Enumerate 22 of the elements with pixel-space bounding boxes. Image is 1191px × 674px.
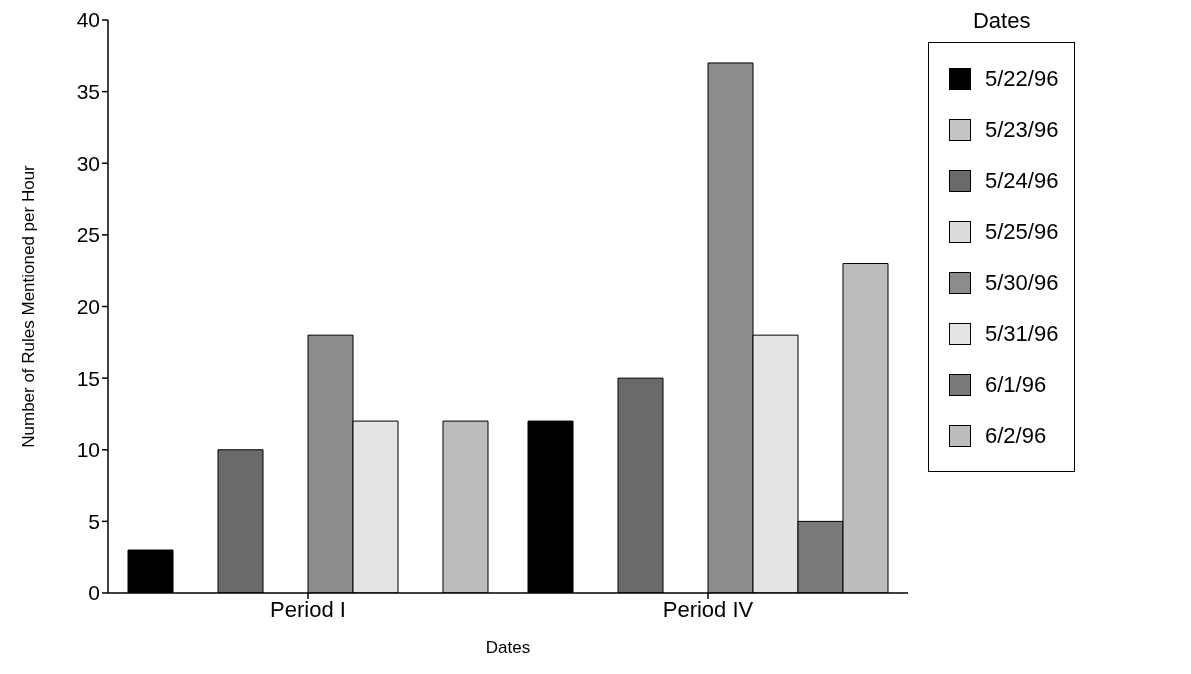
x-tick-label: Period I [270, 596, 346, 622]
legend-label: 5/30/96 [985, 269, 1059, 296]
legend-label: 5/23/96 [985, 116, 1059, 143]
x-tick-label: Period IV [662, 596, 754, 622]
legend-label: 6/2/96 [985, 422, 1047, 449]
legend-label: 5/24/96 [985, 167, 1059, 194]
legend-label: 5/22/96 [985, 65, 1059, 92]
y-tick-label: 15 [76, 366, 100, 390]
y-tick-label: 40 [76, 8, 100, 32]
y-tick-label: 30 [76, 151, 100, 175]
y-axis-title: Number of Rules Mentioned per Hour [19, 164, 39, 448]
y-tick-label: 35 [76, 80, 100, 104]
y-tick-label: 10 [76, 438, 100, 462]
y-tick-label: 5 [88, 509, 100, 533]
y-tick-label: 20 [76, 294, 100, 318]
x-axis-title: Dates [485, 638, 531, 657]
legend-title: Dates [972, 8, 1031, 34]
legend-label: 5/31/96 [985, 320, 1059, 347]
legend-label: 6/1/96 [985, 371, 1047, 398]
y-tick-label: 25 [76, 223, 100, 247]
y-tick-label: 0 [88, 581, 100, 605]
legend-label: 5/25/96 [985, 218, 1059, 245]
